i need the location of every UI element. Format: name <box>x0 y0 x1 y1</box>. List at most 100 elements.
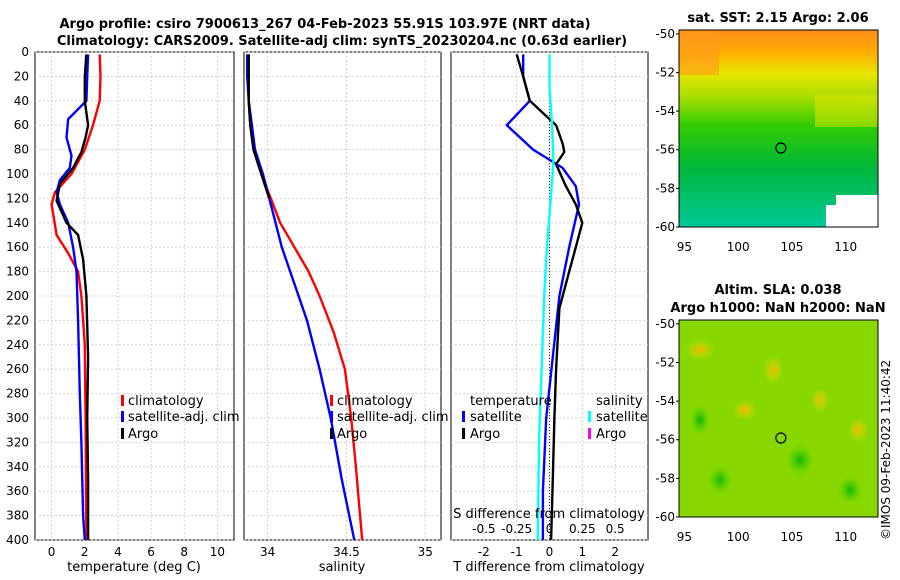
legend-label-satellite: satellite-adj. clim <box>128 410 240 425</box>
depth-tick-label: 180 <box>6 265 29 279</box>
sla-low-anomaly <box>708 466 732 494</box>
legend-title-temperature: temperature <box>470 394 552 409</box>
sla-map <box>678 319 879 518</box>
map-lat-tick-label: -56 <box>655 433 675 447</box>
series-line-temperature-argo <box>515 54 584 541</box>
series-line-salinity-satellite <box>536 54 555 541</box>
depth-tick-label: 200 <box>6 289 29 303</box>
imos-watermark: ©IMOS 09-Feb-2023 11:40:42 <box>879 360 893 540</box>
x-tick-label: -1 <box>511 545 523 559</box>
sst-map <box>678 29 879 228</box>
legend-swatch-satellite <box>121 411 124 422</box>
sla-low-anomaly <box>690 404 710 436</box>
legend-title-salinity: salinity <box>596 394 643 409</box>
x2-tick-label: -0.25 <box>501 522 532 536</box>
x-tick-label: 4 <box>114 545 122 559</box>
series-layer <box>50 54 584 541</box>
series-line-climatology <box>50 54 102 541</box>
depth-tick-label: 0 <box>21 45 29 59</box>
depth-tick-label: 320 <box>6 435 29 449</box>
temperature-legend: climatology satellite-adj. clim Argo <box>121 394 240 442</box>
legend-label-temp-satellite: satellite <box>470 410 522 425</box>
sst-argo-position-marker <box>775 142 787 154</box>
difference-xlabel: T difference from climatology <box>452 560 645 575</box>
depth-tick-label: 20 <box>14 69 29 83</box>
map-lon-tick-label: 95 <box>677 530 692 544</box>
legend-swatch-temp-argo <box>462 428 465 439</box>
ticks-layer: 0204060801001201401601802002202402602803… <box>6 45 625 559</box>
map-lon-tick-label: 100 <box>727 530 750 544</box>
series-line-argo <box>247 54 271 199</box>
grid-layer <box>35 51 648 541</box>
difference-legend: temperature satellite Argo salinity sate… <box>462 394 648 442</box>
depth-tick-label: 380 <box>6 509 29 523</box>
map-lat-tick-label: -52 <box>655 355 675 369</box>
sla-map-title-1: Altim. SLA: 0.038 <box>715 283 842 298</box>
depth-tick-label: 160 <box>6 240 29 254</box>
map-lat-tick-label: -60 <box>655 510 675 524</box>
map-lon-tick-label: 110 <box>834 530 857 544</box>
x2-tick-label: 0 <box>546 522 554 536</box>
sla-high-anomaly <box>733 400 757 420</box>
legend-label-climatology: climatology <box>128 394 204 409</box>
sla-high-anomaly <box>686 340 714 360</box>
sla-high-anomaly <box>848 418 868 442</box>
sla-low-anomaly <box>838 476 862 504</box>
map-lon-tick-label: 110 <box>834 240 857 254</box>
depth-tick-label: 400 <box>6 533 29 547</box>
legend-swatch-climatology <box>121 395 124 406</box>
depth-tick-label: 220 <box>6 313 29 327</box>
legend-swatch-argo <box>330 428 333 439</box>
x-tick-label: -2 <box>478 545 490 559</box>
map-lon-tick-label: 105 <box>780 240 803 254</box>
map-lat-tick-label: -60 <box>655 220 675 234</box>
map-lat-tick-label: -52 <box>655 65 675 79</box>
x-tick-label: 35 <box>418 545 433 559</box>
x-tick-label: 2 <box>81 545 89 559</box>
sla-high-anomaly <box>763 356 783 384</box>
x-tick-label: 0 <box>546 545 554 559</box>
legend-label-argo: Argo <box>128 427 158 442</box>
legend-label-climatology: climatology <box>337 394 413 409</box>
map-lat-tick-label: -50 <box>655 317 675 331</box>
x2-tick-label: 0.25 <box>569 522 596 536</box>
depth-tick-label: 60 <box>14 118 29 132</box>
difference-x2label: S difference from climatology <box>453 507 645 522</box>
depth-tick-label: 340 <box>6 460 29 474</box>
legend-label-argo: Argo <box>337 427 367 442</box>
depth-tick-label: 80 <box>14 143 29 157</box>
x-tick-label: 34.5 <box>333 545 360 559</box>
x-tick-label: 34 <box>260 545 275 559</box>
legend-swatch-argo <box>121 428 124 439</box>
sst-missing-data <box>826 205 878 227</box>
depth-tick-label: 280 <box>6 387 29 401</box>
legend-label-sal-satellite: satellite <box>596 410 648 425</box>
title-line-1: Argo profile: csiro 7900613_267 04-Feb-2… <box>59 17 590 32</box>
map-lat-tick-label: -50 <box>655 27 675 41</box>
series-line-argo <box>55 54 90 540</box>
x-tick-label: 6 <box>147 545 155 559</box>
sla-map-title-2: Argo h1000: NaN h2000: NaN <box>670 301 885 316</box>
x-tick-label: 1 <box>579 545 587 559</box>
map-lon-tick-label: 100 <box>727 240 750 254</box>
sla-argo-position-marker <box>775 432 787 444</box>
map-lon-tick-label: 95 <box>677 240 692 254</box>
legend-label-satellite: satellite-adj. clim <box>337 410 449 425</box>
depth-tick-label: 40 <box>14 94 29 108</box>
x2-tick-label: 0.5 <box>606 522 625 536</box>
sst-map-frame <box>678 29 879 228</box>
map-lon-tick-label: 105 <box>780 530 803 544</box>
x-tick-label: 2 <box>611 545 619 559</box>
sla-map-frame <box>678 319 879 518</box>
temperature-xlabel: temperature (deg C) <box>67 560 201 575</box>
depth-tick-label: 240 <box>6 338 29 352</box>
legend-swatch-sal-argo <box>588 428 591 439</box>
sst-map-title: sat. SST: 2.15 Argo: 2.06 <box>687 11 868 26</box>
map-lat-tick-label: -56 <box>655 143 675 157</box>
depth-tick-label: 140 <box>6 216 29 230</box>
sla-low-anomaly <box>786 444 814 476</box>
salinity-legend: climatology satellite-adj. clim Argo <box>330 394 449 442</box>
x-tick-label: 10 <box>210 545 225 559</box>
map-lat-tick-label: -54 <box>655 104 675 118</box>
